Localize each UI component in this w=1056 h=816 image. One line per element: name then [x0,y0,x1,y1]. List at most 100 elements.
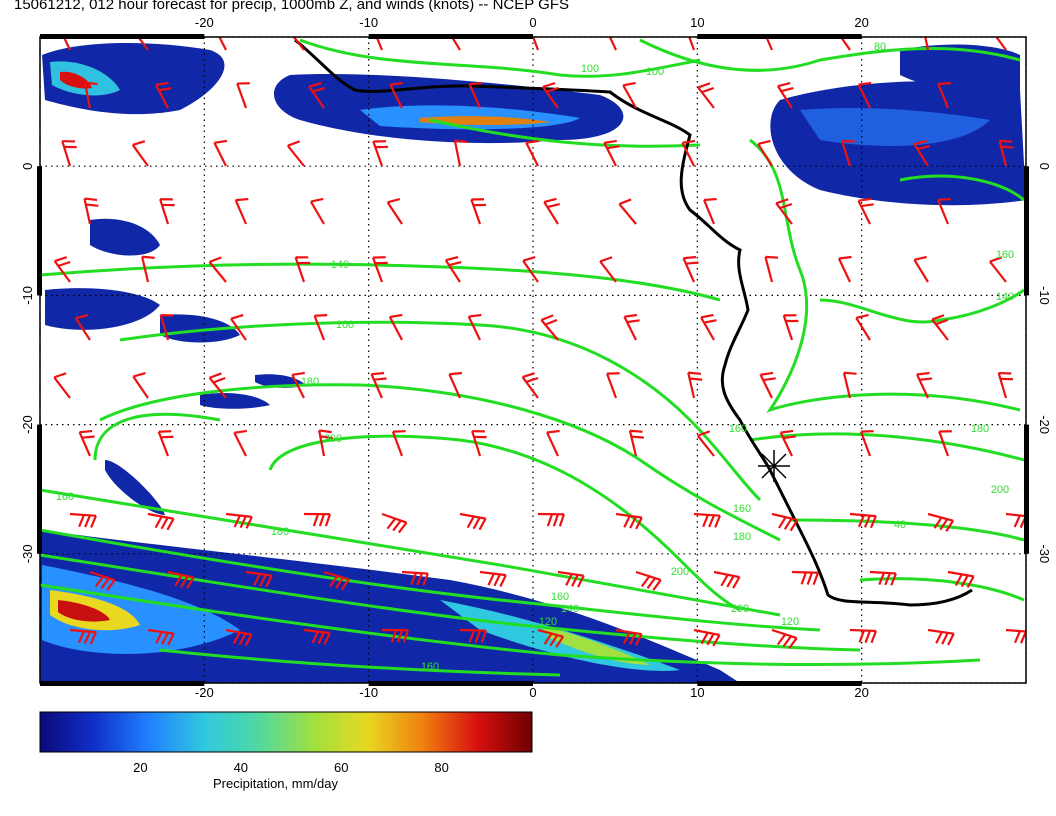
wind-barb [1005,628,1026,645]
wind-barb [522,256,539,283]
wind-barb [859,430,874,457]
frame-bar-left [37,166,42,296]
chart-title: 15061212, 012 hour forecast for precip, … [14,0,569,13]
colorbar-tick-label: 20 [133,760,148,775]
contour-e3 [749,432,1025,462]
wind-barb [779,429,796,457]
wind-barb [308,82,326,109]
colorbar-label: Precipitation, mm/day [213,776,338,791]
wind-barb [542,82,559,109]
wind-barb [468,81,483,109]
wind-barbs [53,37,1026,649]
contour-ne2 [899,174,1025,202]
frame-bar-bottom [40,681,205,686]
precip-s-peak [540,625,650,665]
wind-barb [132,372,149,399]
wind-barb [521,372,539,399]
wind-barb [989,256,1007,283]
wind-barb [159,313,174,341]
wind-barb [628,429,645,457]
wind-barb [401,570,429,586]
lat-tick-right: 0 [1037,163,1052,170]
wind-barb [381,512,408,534]
contour-e1 [749,138,1021,413]
wind-barb [615,628,643,646]
wind-barb [775,198,793,225]
wind-barb [913,255,929,283]
wind-barb [693,512,721,528]
contour-top [429,118,701,148]
contour-label: 200 [991,484,1009,496]
wind-barb [459,512,487,531]
precip-nw-peak [60,71,92,89]
wind-barb [759,371,776,399]
wind-barb [89,570,116,591]
wind-barb [294,256,311,283]
wind-barb [546,429,560,457]
lat-tick-right: -10 [1037,286,1052,305]
wind-barb [234,197,249,225]
frame-bar-bottom [368,681,533,686]
wind-barb [233,429,247,457]
wind-barb [927,512,955,532]
wind-barb [381,628,410,643]
wind-barb [681,139,696,167]
lon-tick-top: 20 [854,15,868,30]
wind-barb [599,256,617,283]
contour-label: 100 [581,63,599,75]
wind-barb [213,37,227,51]
wind-barb [938,430,952,457]
contour-loop [93,412,221,461]
wind-barb [857,197,874,225]
wind-barb [615,512,643,530]
contour-100 [299,38,701,78]
wind-barb [915,371,933,399]
wind-barb [141,255,155,283]
wind-barb [131,37,149,51]
wind-barb [603,139,620,167]
wind-barb [313,314,328,341]
wind-barb [771,512,799,532]
wind-barb [543,197,560,225]
wind-barb [225,628,253,647]
wind-barb [764,255,779,283]
lat-tick-left: -10 [20,286,35,305]
precip-w3 [160,314,240,343]
contour-label: 180 [971,423,989,435]
precip-w1 [90,218,160,256]
wind-barb [53,372,71,399]
height-contours [40,38,1025,677]
contour-label: 40 [894,519,906,531]
precip-w4 [200,393,270,409]
contour-s1 [40,488,781,617]
contour-label: 140 [561,603,579,615]
wind-barb [697,82,715,109]
wind-barb [696,430,715,457]
contour-s2 [40,528,821,632]
wind-barb [618,198,637,225]
contour-label: 160 [996,249,1014,261]
wind-barb [453,139,468,167]
lon-tick-bottom: 10 [690,685,704,700]
lon-tick-bottom: -10 [359,685,378,700]
wind-barb [603,37,617,51]
contour-180 [99,383,781,542]
precip-ne2 [900,44,1020,92]
lon-tick-bottom: 20 [854,685,868,700]
colorbar-tick-label: 80 [434,760,449,775]
wind-barb [927,628,955,646]
wind-barb [693,628,721,647]
contour-140 [40,262,721,302]
lon-tick-top: 0 [529,15,536,30]
wind-barb [388,313,403,341]
wind-barb [782,314,799,341]
wind-barb [386,197,403,225]
wind-barb [69,628,97,645]
frame-bars [37,34,1029,686]
wind-barb [947,570,975,589]
contour-160 [119,320,762,502]
wind-barb [557,570,585,588]
wind-barb [997,371,1014,399]
wind-barb [635,570,662,591]
